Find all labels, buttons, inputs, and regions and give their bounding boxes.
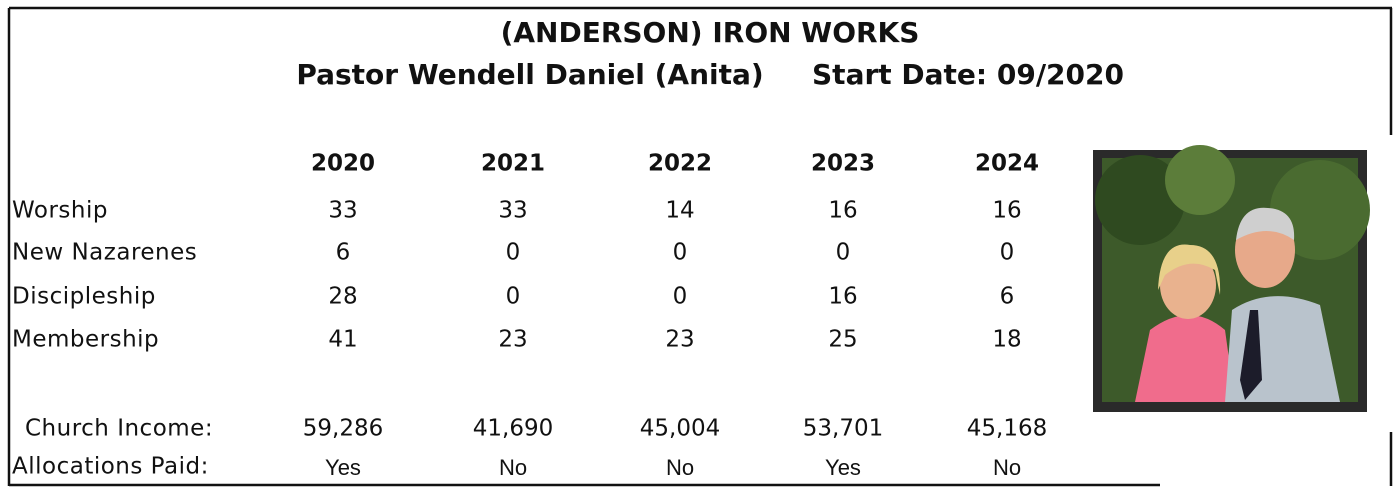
column-header: 2022 (648, 151, 712, 177)
photo (1093, 145, 1370, 412)
cell: 41 (328, 327, 357, 353)
cell: 33 (498, 198, 527, 224)
cell: 23 (665, 327, 694, 353)
pastor: Pastor Wendell Daniel (Anita) (296, 58, 763, 91)
row-label: Discipleship (12, 284, 156, 310)
cell: Yes (325, 455, 361, 480)
row-label: Worship (12, 198, 108, 224)
cell: 0 (673, 284, 688, 310)
cell: 16 (828, 198, 857, 224)
row-label: Allocations Paid: (12, 454, 209, 480)
cell: Yes (825, 455, 861, 480)
cell: 25 (828, 327, 857, 353)
cell: 41,690 (473, 416, 553, 442)
cell: 0 (1000, 240, 1015, 266)
cell: 33 (328, 198, 357, 224)
cell: 14 (665, 198, 694, 224)
cell: 0 (506, 284, 521, 310)
column-header: 2024 (975, 151, 1039, 177)
cell: 45,168 (967, 416, 1047, 442)
cell: 6 (336, 240, 351, 266)
column-header: 2021 (481, 151, 545, 177)
column-header: 2020 (311, 151, 375, 177)
cell: 59,286 (303, 416, 383, 442)
column-header: 2023 (811, 151, 875, 177)
title: (ANDERSON) IRON WORKS (501, 16, 920, 49)
cell: 45,004 (640, 416, 720, 442)
row-label: Church Income: (25, 416, 213, 442)
cell: 23 (498, 327, 527, 353)
cell: 16 (992, 198, 1021, 224)
cell: No (499, 455, 527, 480)
cell: No (993, 455, 1021, 480)
cell: 53,701 (803, 416, 883, 442)
cell: 0 (836, 240, 851, 266)
cell: 28 (328, 284, 357, 310)
row-label: Membership (12, 327, 159, 353)
cell: 6 (1000, 284, 1015, 310)
row-label: New Nazarenes (12, 240, 197, 266)
cell: 18 (992, 327, 1021, 353)
border (7, 6, 1393, 487)
cell: 0 (673, 240, 688, 266)
cell: No (666, 455, 694, 480)
cell: 0 (506, 240, 521, 266)
start-date: Start Date: 09/2020 (812, 58, 1124, 91)
cell: 16 (828, 284, 857, 310)
